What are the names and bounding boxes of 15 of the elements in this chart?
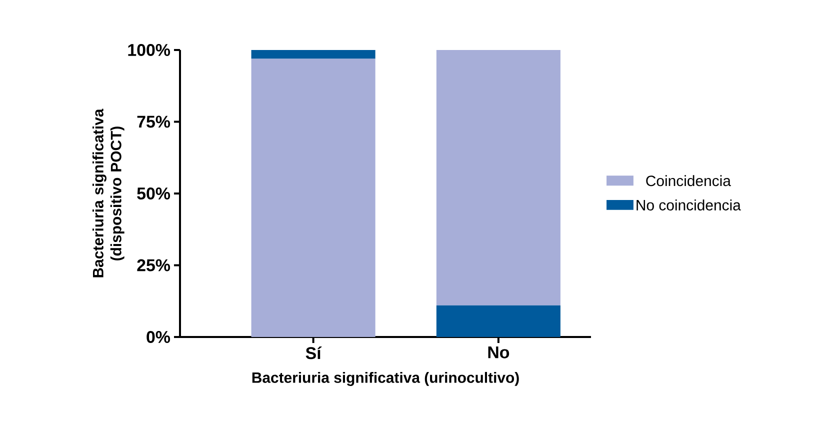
- y-tick-label: 75%: [137, 116, 170, 128]
- bar: [436, 50, 560, 306]
- legend-label: No coincidencia: [636, 199, 741, 210]
- y-axis-title: Bacteriuria significativa (dispositivo POCT): [92, 108, 124, 278]
- y-tick-label: 0%: [146, 331, 170, 343]
- y-tick-label: 25%: [137, 259, 170, 272]
- bar: [251, 58, 376, 337]
- y-tick-label: 50%: [137, 188, 170, 200]
- y-tick-label: 100%: [128, 44, 170, 56]
- x-tick-label: Sí: [306, 346, 322, 360]
- x-tick-label: No: [488, 346, 510, 358]
- legend-label: Coincidencia: [646, 175, 731, 186]
- x-axis-title: Bacteriuria significativa (urinocultivo): [252, 372, 519, 386]
- bar: [251, 50, 376, 59]
- bar: [436, 305, 560, 337]
